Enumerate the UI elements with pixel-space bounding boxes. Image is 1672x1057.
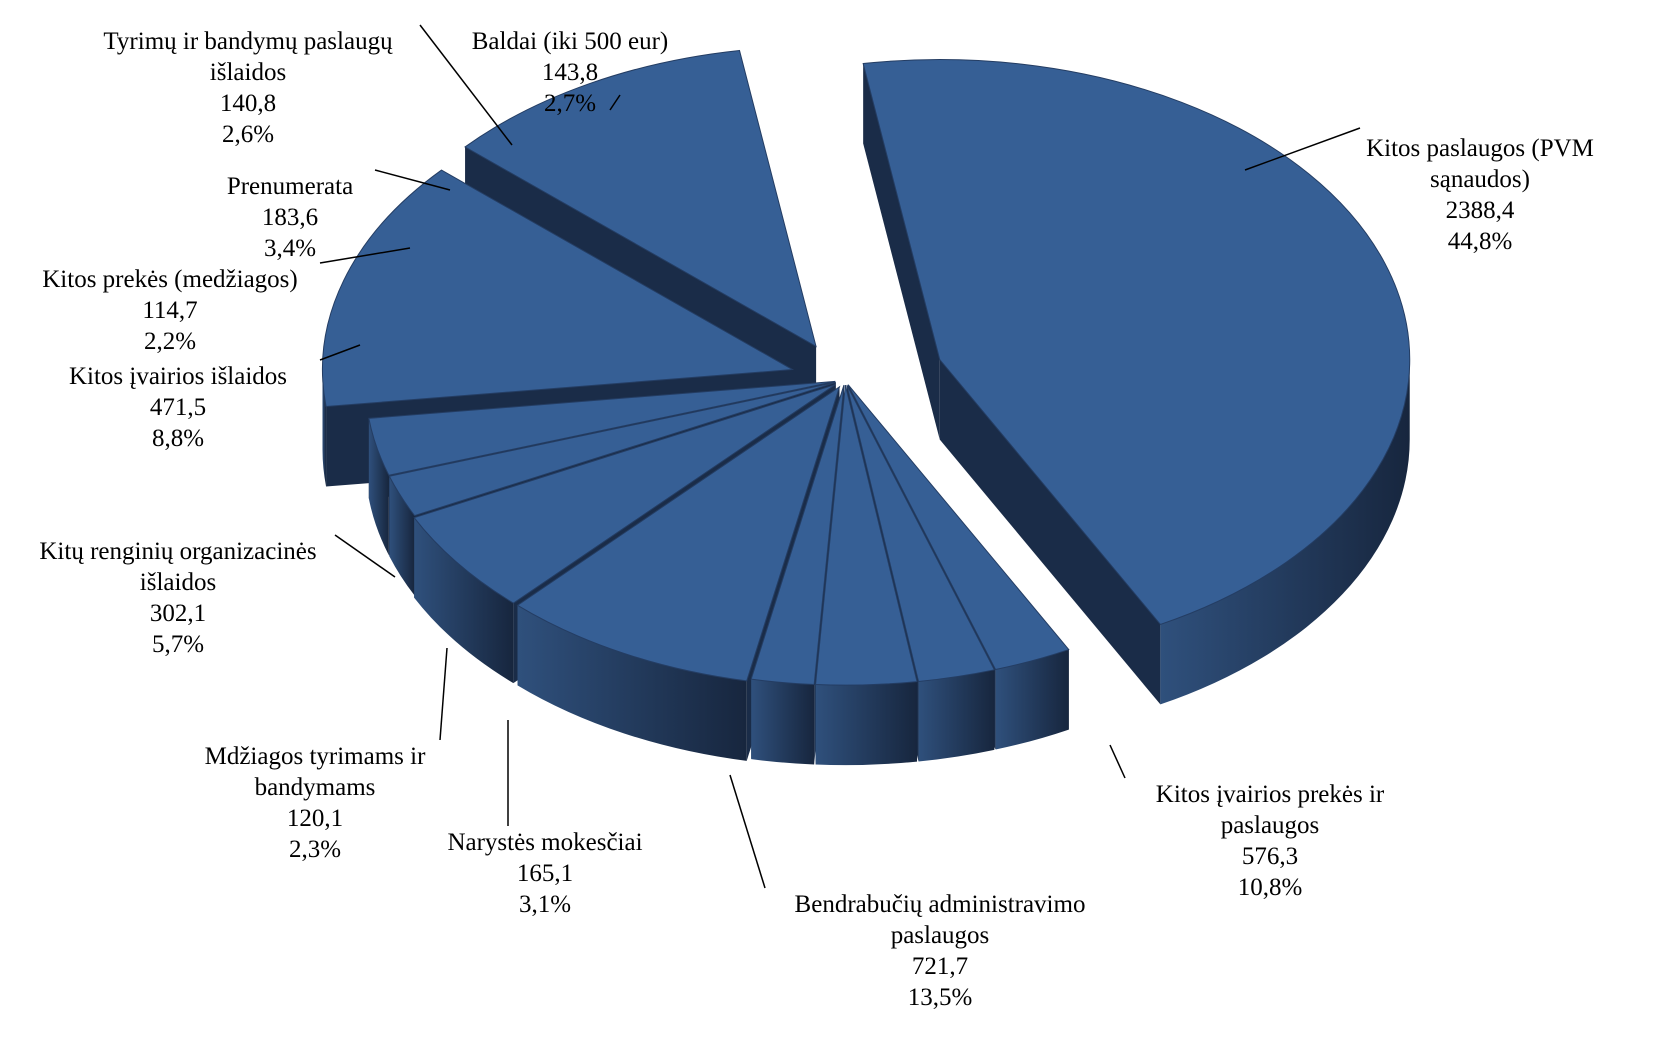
leader-line xyxy=(319,247,411,264)
slice-label: Bendrabučių administravimo paslaugos 721,7… xyxy=(795,891,1086,1011)
slice-side-face xyxy=(517,605,747,761)
slice-value-label: 576,3 xyxy=(1242,843,1298,870)
slice-percent-label: 3,1% xyxy=(519,891,571,918)
slice-percent-label: 8,8% xyxy=(152,425,204,452)
slice-label-name: išlaidos xyxy=(210,59,286,86)
slice-percent-label: 10,8% xyxy=(1238,874,1303,901)
leader-line xyxy=(729,774,766,889)
slice-label-name: Kitos prekės (medžiagos) xyxy=(42,266,297,293)
leader-lines xyxy=(319,24,1361,889)
leader-line xyxy=(439,647,448,741)
leader-line xyxy=(334,534,396,578)
pie-slice xyxy=(413,384,836,604)
slice-side-face xyxy=(368,418,389,556)
slice-label-name: Prenumerata xyxy=(227,173,353,200)
slice-label-name: Tyrimų ir bandymų paslaugų xyxy=(103,28,393,55)
leader-line xyxy=(374,169,451,191)
slice-percent-label: 44,8% xyxy=(1448,228,1513,255)
pie-slice xyxy=(388,381,836,517)
slice-value-label: 471,5 xyxy=(150,394,206,421)
slice-label: Narystės mokesčiai 165,1 3,1% xyxy=(447,829,642,918)
slice-label-name: Kitos įvairios prekės ir xyxy=(1156,781,1385,808)
pie-top-faces xyxy=(322,49,1411,686)
slice-percent-label: 3,4% xyxy=(264,235,316,262)
pie-slice xyxy=(464,49,817,348)
slice-value-label: 302,1 xyxy=(150,600,206,627)
slice-label: Kitų renginių organizacinės išlaidos 302,1… xyxy=(39,538,316,658)
slice-side-face xyxy=(995,649,1069,750)
slice-value-label: 140,8 xyxy=(220,90,276,117)
slice-percent-label: 13,5% xyxy=(908,984,973,1011)
slice-label: Kitos prekės (medžiagos) 114,7 2,2% xyxy=(42,266,297,355)
slice-side-face xyxy=(751,679,815,765)
pie-slice xyxy=(368,380,836,476)
slice-label-name: išlaidos xyxy=(140,569,216,596)
slice-cut-wall xyxy=(939,359,1161,705)
slice-label-name: Mdžiagos tyrimams ir xyxy=(205,743,426,770)
slice-label-name: Baldai (iki 500 eur) xyxy=(472,28,668,55)
slice-side-face xyxy=(815,681,918,766)
slice-cut-wall xyxy=(863,63,940,440)
slice-side-face xyxy=(414,517,514,684)
slice-value-label: 183,6 xyxy=(262,204,318,231)
slice-value-label: 114,7 xyxy=(142,297,197,324)
slice-label: Kitos įvairios prekės ir paslaugos 576,3 10… xyxy=(1156,781,1385,901)
slice-percent-label: 5,7% xyxy=(152,631,204,658)
slice-label-name: Kitos įvairios išlaidos xyxy=(69,363,287,390)
pie-slice xyxy=(847,384,1070,671)
slice-label: Mdžiagos tyrimams ir bandymams 120,1 2,3% xyxy=(205,743,426,863)
pie-slice xyxy=(516,385,841,682)
pie-slice xyxy=(750,384,845,685)
pie-slice xyxy=(846,384,996,682)
slice-labels: Kitos paslaugos (PVM sąnaudos) 2388,4 44,8%… xyxy=(39,28,1594,1011)
leader-line xyxy=(419,24,513,146)
leader-line xyxy=(1109,744,1126,779)
slice-label: Tyrimų ir bandymų paslaugų išlaidos 140,8 2… xyxy=(103,28,393,148)
slice-value-label: 2388,4 xyxy=(1446,197,1515,224)
slice-label-name: Bendrabučių administravimo xyxy=(795,891,1086,918)
slice-side-face xyxy=(322,369,327,487)
pie-slice xyxy=(322,169,795,408)
slice-label-name: Kitos paslaugos (PVM xyxy=(1366,135,1594,162)
leader-line xyxy=(319,344,361,361)
slice-percent-label: 2,6% xyxy=(222,121,274,148)
pie-slice xyxy=(862,59,1411,626)
slice-label: Prenumerata 183,6 3,4% xyxy=(227,173,353,262)
slice-value-label: 120,1 xyxy=(287,805,343,832)
slice-label-name: Kitų renginių organizacinės xyxy=(39,538,316,565)
slice-label-name: Narystės mokesčiai xyxy=(447,829,642,856)
slice-value-label: 721,7 xyxy=(912,953,968,980)
slice-label-name: sąnaudos) xyxy=(1430,166,1530,193)
leader-line xyxy=(1244,127,1361,171)
slice-side-face xyxy=(389,476,415,596)
slice-label-name: paslaugos xyxy=(1221,812,1320,839)
leader-line xyxy=(609,94,621,111)
slice-side-face xyxy=(918,669,995,762)
slice-percent-label: 2,3% xyxy=(289,836,341,863)
slice-label-name: bandymams xyxy=(255,774,376,801)
slice-label: Baldai (iki 500 eur) 143,8 2,7% xyxy=(472,28,668,117)
slice-label: Kitos paslaugos (PVM sąnaudos) 2388,4 44,8% xyxy=(1366,135,1594,255)
pie-slice xyxy=(815,384,918,686)
slice-value-label: 143,8 xyxy=(542,59,598,86)
slice-label: Kitos įvairios išlaidos 471,5 8,8% xyxy=(69,363,287,452)
slice-value-label: 165,1 xyxy=(517,860,573,887)
slice-percent-label: 2,7% xyxy=(544,90,596,117)
slice-side-face xyxy=(1160,359,1410,705)
slice-percent-label: 2,2% xyxy=(144,328,196,355)
slice-label-name: paslaugos xyxy=(891,922,990,949)
